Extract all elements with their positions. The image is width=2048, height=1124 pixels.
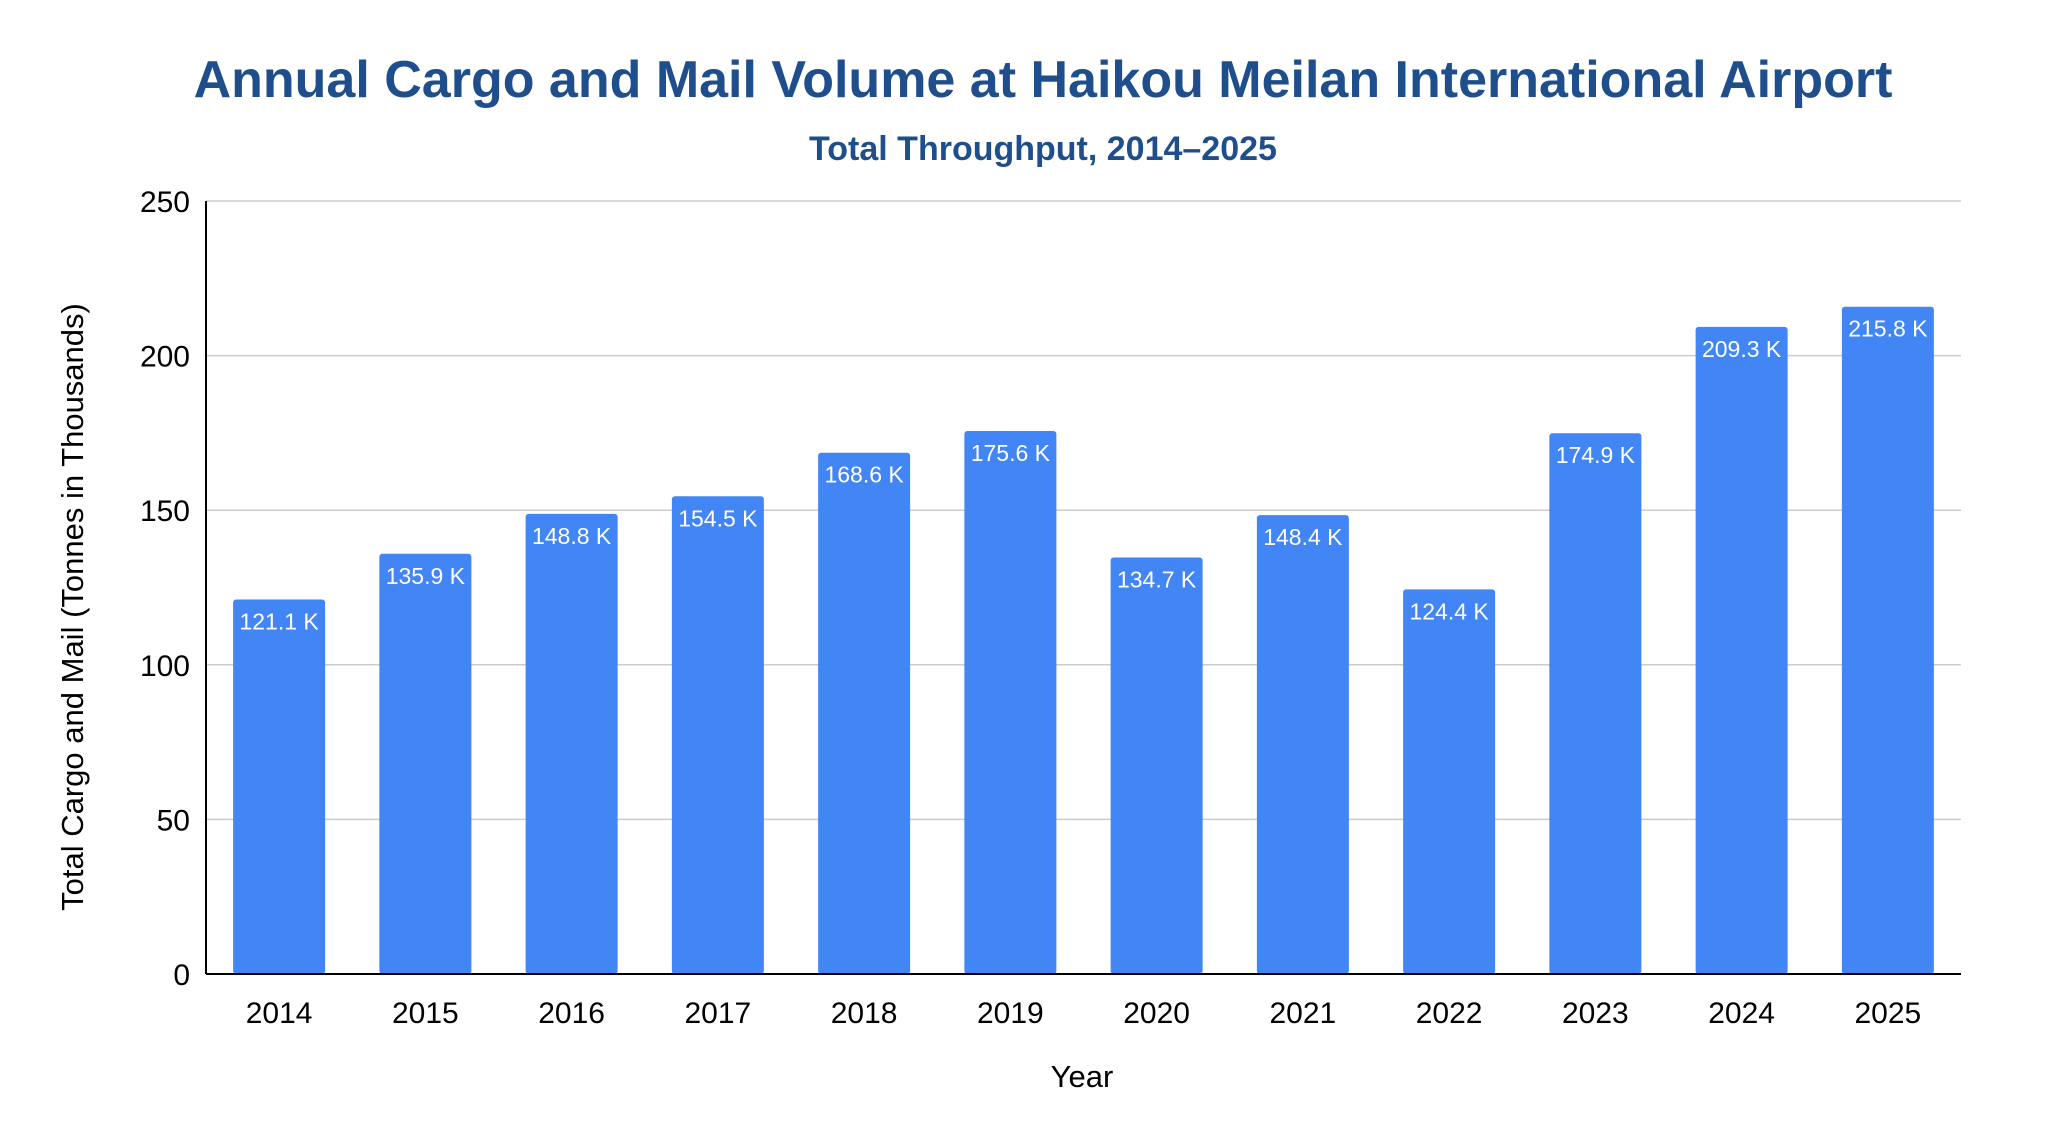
data-label-2022: 124.4 K — [1409, 598, 1489, 624]
bar-2022 — [1403, 589, 1496, 974]
bar-2019 — [964, 431, 1057, 974]
x-tick-label-2021: 2021 — [1270, 997, 1337, 1030]
data-label-2024: 209.3 K — [1702, 336, 1782, 362]
y-tick-label: 150 — [140, 495, 190, 528]
data-label-2016: 148.8 K — [532, 523, 612, 549]
x-tick-label-2022: 2022 — [1416, 997, 1483, 1030]
data-label-2017: 154.5 K — [678, 505, 758, 531]
bar-2014 — [233, 599, 326, 974]
chart-subtitle: Total Throughput, 2014–2025 — [809, 130, 1277, 168]
x-tick-label-2017: 2017 — [685, 997, 752, 1030]
x-tick-label-2025: 2025 — [1855, 997, 1922, 1030]
data-label-2025: 215.8 K — [1848, 316, 1928, 342]
bar-2025 — [1841, 306, 1934, 974]
bar-2016 — [525, 513, 618, 974]
y-tick-label: 200 — [140, 341, 190, 374]
bar-2021 — [1256, 515, 1349, 974]
x-tick-label-2015: 2015 — [392, 997, 459, 1030]
x-tick-label-2018: 2018 — [831, 997, 898, 1030]
bar-2017 — [671, 496, 764, 974]
bar-2024 — [1695, 326, 1788, 975]
bars — [233, 306, 1934, 975]
y-tick-labels: 0 50 100 150 200 250 — [140, 186, 190, 992]
axes — [205, 201, 1961, 975]
bar-2018 — [818, 452, 911, 974]
y-tick-label: 100 — [140, 650, 190, 683]
y-tick-label: 50 — [157, 804, 190, 837]
y-tick-label: 250 — [140, 186, 190, 219]
x-tick-label-2016: 2016 — [538, 997, 605, 1030]
data-label-2021: 148.4 K — [1263, 524, 1343, 550]
data-label-2015: 135.9 K — [386, 563, 466, 589]
data-labels: 121.1 K 135.9 K 148.8 K 154.5 K 168.6 K 175.6… — [239, 316, 1928, 635]
y-axis-title: Total Cargo and Mail (Tonnes in Thousand… — [55, 303, 90, 911]
x-tick-label-2014: 2014 — [246, 997, 313, 1030]
x-tick-label-2023: 2023 — [1562, 997, 1629, 1030]
bar-2020 — [1110, 557, 1203, 974]
chart-title: Annual Cargo and Mail Volume at Haikou M… — [194, 51, 1893, 109]
data-label-2019: 175.6 K — [971, 440, 1051, 466]
x-tick-labels: 2014 2015 2016 2017 2018 2019 2020 2021 2022 2023… — [246, 997, 1922, 1030]
data-label-2020: 134.7 K — [1117, 567, 1197, 593]
data-label-2018: 168.6 K — [824, 462, 904, 488]
data-label-2014: 121.1 K — [239, 609, 319, 635]
x-axis-title: Year — [1051, 1059, 1114, 1094]
bar-2023 — [1549, 433, 1642, 974]
bar-2015 — [379, 553, 472, 974]
x-tick-label-2019: 2019 — [977, 997, 1044, 1030]
data-label-2023: 174.9 K — [1556, 442, 1636, 468]
x-tick-label-2020: 2020 — [1123, 997, 1190, 1030]
x-tick-label-2024: 2024 — [1708, 997, 1775, 1030]
gridlines — [206, 200, 1961, 821]
y-tick-label: 0 — [173, 959, 190, 992]
